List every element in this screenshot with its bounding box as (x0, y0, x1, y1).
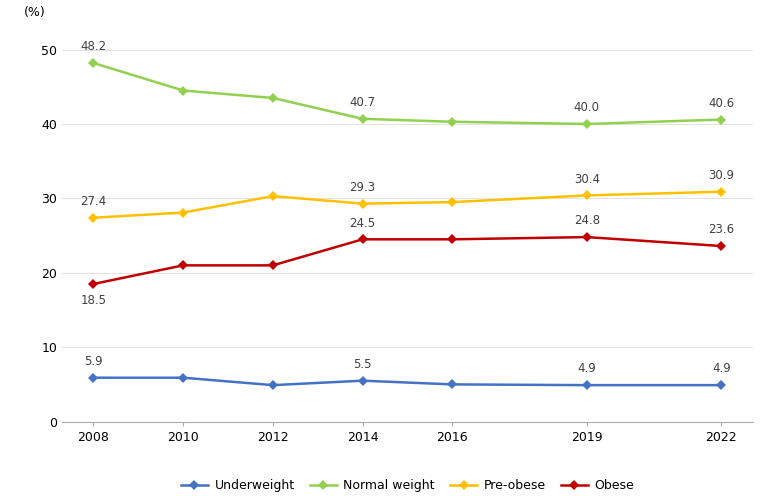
Normal weight (717, 117, 726, 123)
Text: 24.8: 24.8 (573, 214, 600, 227)
Text: 18.5: 18.5 (81, 294, 106, 307)
Normal weight (178, 87, 188, 93)
Underweight (717, 382, 726, 388)
Text: 30.9: 30.9 (708, 169, 734, 182)
Text: (%): (%) (24, 6, 46, 19)
Pre-obese (358, 200, 367, 206)
Obese (88, 281, 98, 287)
Text: 4.9: 4.9 (577, 363, 596, 375)
Normal weight (88, 60, 98, 66)
Normal weight (268, 95, 278, 101)
Normal weight (582, 121, 591, 127)
Text: 29.3: 29.3 (349, 181, 376, 194)
Text: 5.5: 5.5 (353, 358, 372, 371)
Line: Obese: Obese (90, 234, 725, 288)
Text: 30.4: 30.4 (573, 173, 600, 186)
Normal weight (358, 116, 367, 122)
Obese (358, 237, 367, 243)
Text: 4.9: 4.9 (712, 363, 731, 375)
Underweight (268, 382, 278, 388)
Text: 23.6: 23.6 (708, 223, 734, 236)
Normal weight (448, 119, 457, 125)
Line: Pre-obese: Pre-obese (90, 188, 725, 221)
Obese (178, 262, 188, 268)
Text: 40.0: 40.0 (573, 101, 600, 114)
Pre-obese (717, 188, 726, 194)
Pre-obese (178, 209, 188, 215)
Obese (717, 243, 726, 249)
Underweight (88, 375, 98, 381)
Text: 27.4: 27.4 (81, 195, 106, 208)
Pre-obese (268, 193, 278, 199)
Underweight (448, 381, 457, 387)
Legend: Underweight, Normal weight, Pre-obese, Obese: Underweight, Normal weight, Pre-obese, O… (175, 474, 639, 496)
Text: 24.5: 24.5 (349, 217, 376, 230)
Text: 40.6: 40.6 (708, 97, 734, 110)
Text: 5.9: 5.9 (84, 355, 102, 368)
Line: Normal weight: Normal weight (90, 60, 725, 127)
Pre-obese (582, 192, 591, 198)
Underweight (582, 382, 591, 388)
Obese (582, 234, 591, 240)
Obese (448, 237, 457, 243)
Underweight (358, 378, 367, 384)
Line: Underweight: Underweight (90, 374, 725, 389)
Pre-obese (88, 215, 98, 221)
Underweight (178, 375, 188, 381)
Text: 48.2: 48.2 (81, 40, 106, 53)
Pre-obese (448, 199, 457, 205)
Obese (268, 262, 278, 268)
Text: 40.7: 40.7 (349, 96, 376, 109)
